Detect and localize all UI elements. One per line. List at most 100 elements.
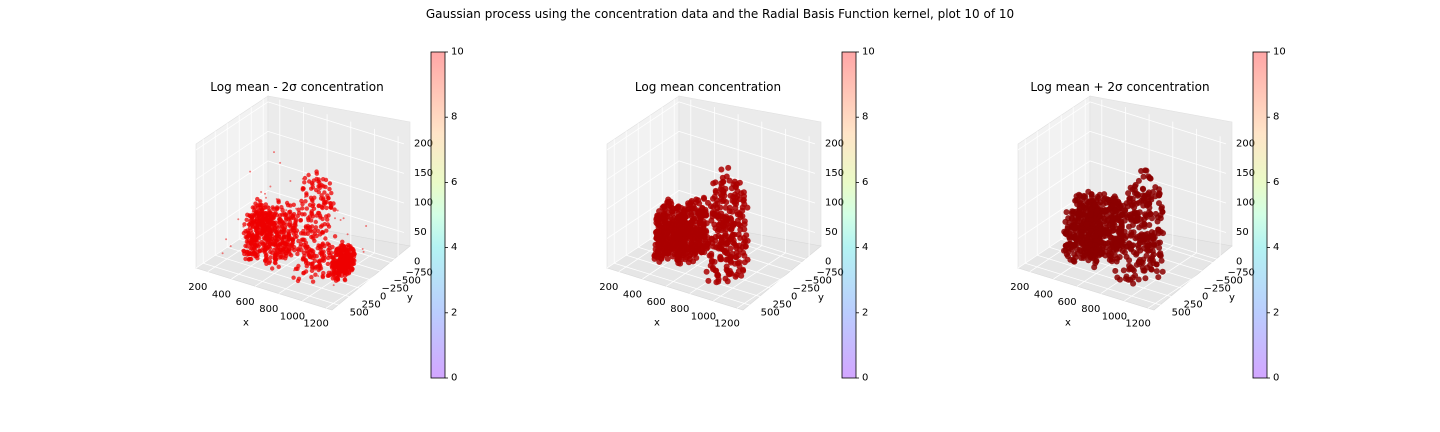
scatter-point xyxy=(334,217,336,220)
scatter-point xyxy=(255,205,260,210)
scatter-point xyxy=(301,239,304,242)
scatter-blob-2 xyxy=(670,196,710,267)
scatter-point xyxy=(221,252,224,255)
scatter-point xyxy=(269,185,272,188)
scatter-point xyxy=(325,261,331,267)
scatter-point xyxy=(1138,168,1145,174)
scatter-point xyxy=(313,219,318,225)
scatter-point xyxy=(1140,186,1147,193)
scatter-point xyxy=(1113,240,1120,247)
x-tick-label: 800 xyxy=(1081,304,1100,315)
grid-z xyxy=(606,130,816,180)
scatter-point xyxy=(1148,266,1155,273)
scatter-point xyxy=(273,243,278,248)
scatter-point xyxy=(739,207,746,214)
scatter-point xyxy=(1141,216,1148,223)
z-tick-label: 150 xyxy=(414,168,433,179)
y-tick-label: −500 xyxy=(804,276,831,287)
scatter-point xyxy=(1075,210,1082,217)
scatter-point xyxy=(309,229,314,234)
scatter-point xyxy=(299,248,304,253)
scatter-point xyxy=(250,212,255,217)
scatter-point xyxy=(1150,251,1157,258)
scatter-point xyxy=(268,216,273,222)
scatter-point xyxy=(315,228,321,234)
scatter-point xyxy=(291,202,296,207)
scatter-point xyxy=(261,222,267,227)
scatter-point xyxy=(703,268,710,275)
scatter-point xyxy=(662,217,669,224)
scatter-point xyxy=(666,247,673,254)
scatter-point xyxy=(255,196,260,202)
scatter-point xyxy=(312,228,317,233)
scatter-point xyxy=(661,210,668,217)
scatter-points xyxy=(651,164,751,286)
scatter-point xyxy=(1074,196,1081,203)
scatter-point xyxy=(675,235,682,242)
scatter-point xyxy=(1125,190,1132,197)
grid-z xyxy=(195,160,405,210)
scatter-point xyxy=(332,284,335,287)
colorbar-tick-label: 2 xyxy=(451,307,457,318)
scatter-point xyxy=(275,206,280,211)
scatter-point xyxy=(696,226,703,233)
scatter-point xyxy=(310,214,316,219)
grid-z xyxy=(606,101,816,151)
scatter-point xyxy=(336,209,339,212)
scatter-point xyxy=(1093,257,1100,264)
scatter-point xyxy=(719,174,726,181)
scatter-point xyxy=(738,190,745,197)
scatter-point xyxy=(1150,241,1157,248)
scatter-point xyxy=(362,250,365,253)
scatter-point xyxy=(312,195,317,200)
scatter-point xyxy=(715,276,722,283)
scatter-point xyxy=(245,228,250,233)
scatter-point xyxy=(681,231,688,238)
x-tick-label: 600 xyxy=(236,297,255,308)
subplot-1: 20040060080010001200x5002500−250−500−750… xyxy=(188,47,463,384)
y-tick-label: 500 xyxy=(350,308,369,319)
scatter-point xyxy=(1087,211,1094,218)
scatter-point xyxy=(251,210,254,213)
scatter-point xyxy=(302,212,307,217)
scatter-point xyxy=(295,207,298,210)
scatter-point xyxy=(1133,200,1140,207)
grid-z xyxy=(606,190,816,239)
scatter-point xyxy=(718,180,725,187)
grid-z xyxy=(1017,160,1227,210)
scatter-point xyxy=(656,233,663,240)
scatter-point xyxy=(317,213,323,218)
scatter-point xyxy=(250,224,256,229)
scatter-point xyxy=(296,238,301,244)
scatter-point xyxy=(301,256,306,262)
scatter-point xyxy=(273,229,278,235)
scatter-point xyxy=(341,263,346,268)
scatter-point xyxy=(1093,208,1100,214)
y-tick-label: −750 xyxy=(405,268,432,279)
scatter-point xyxy=(728,216,735,223)
scatter-point xyxy=(1155,190,1162,197)
scatter-point xyxy=(675,230,682,237)
scatter-point xyxy=(237,218,240,221)
scatter-point xyxy=(271,220,277,226)
scatter-point xyxy=(317,183,322,188)
scatter-point xyxy=(321,258,326,263)
scatter-point xyxy=(1105,197,1112,204)
scatter-point xyxy=(258,227,263,233)
scatter-point xyxy=(1133,250,1140,257)
scatter-point xyxy=(323,184,328,190)
scatter-point xyxy=(710,204,717,211)
scatter-point xyxy=(254,217,259,222)
scatter-point xyxy=(309,268,315,273)
scatter-point xyxy=(703,245,710,252)
scatter-outliers xyxy=(221,151,368,287)
scatter-point xyxy=(302,175,308,181)
scatter-point xyxy=(727,255,734,262)
scatter-point xyxy=(1148,196,1155,203)
z-tick-label: 50 xyxy=(825,227,838,238)
scatter-point xyxy=(302,242,307,247)
scatter-point xyxy=(718,236,725,243)
scatter-point xyxy=(317,266,322,271)
